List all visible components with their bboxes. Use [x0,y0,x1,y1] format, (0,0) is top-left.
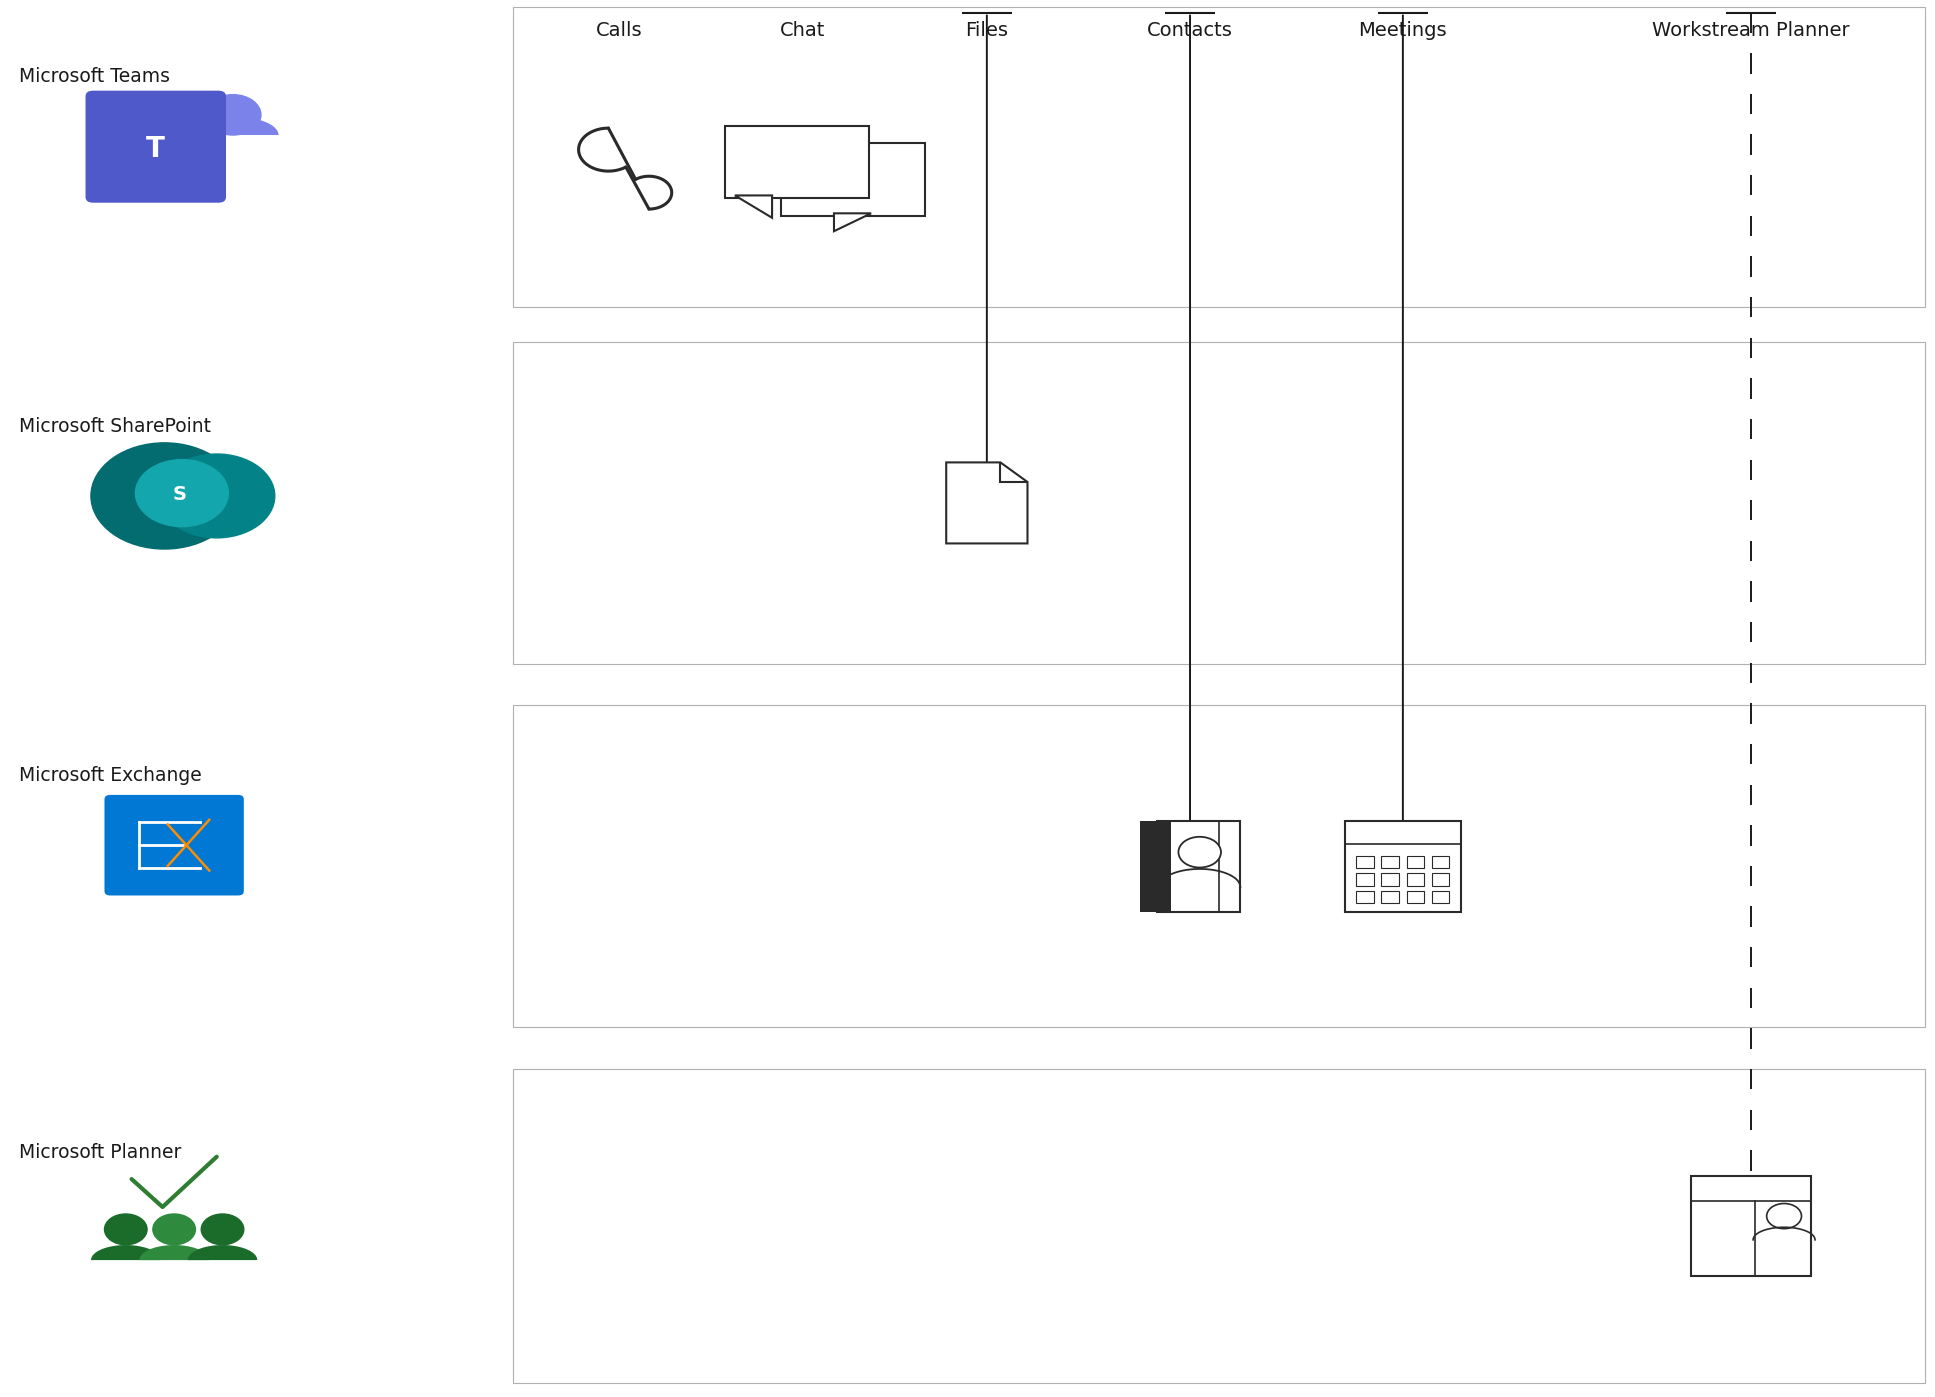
Bar [1382,891,1399,904]
FancyBboxPatch shape [780,144,925,217]
Text: Microsoft Exchange: Microsoft Exchange [19,766,201,785]
Text: T: T [147,136,164,163]
Text: Calls: Calls [596,21,642,41]
Bar [1356,891,1374,904]
Circle shape [1178,837,1221,868]
Bar [513,7,1925,307]
Text: Chat: Chat [780,21,826,41]
Polygon shape [946,462,1027,543]
Bar [1432,855,1449,868]
FancyBboxPatch shape [726,126,869,198]
Bar [1382,873,1399,886]
Polygon shape [188,1245,257,1260]
Text: Workstream Planner: Workstream Planner [1652,21,1850,41]
Text: S: S [172,485,188,504]
Bar [1356,855,1374,868]
Bar [513,342,1925,664]
Circle shape [1767,1203,1801,1229]
Text: Microsoft Teams: Microsoft Teams [19,67,170,87]
Bar [1140,820,1171,911]
Bar [1432,891,1449,904]
Bar [513,705,1925,1027]
Circle shape [159,454,275,538]
Text: Files: Files [966,21,1008,41]
Circle shape [104,1214,147,1245]
Bar [1407,891,1424,904]
Polygon shape [91,1245,161,1260]
Bar [1432,873,1449,886]
FancyBboxPatch shape [104,795,244,895]
Text: Contacts: Contacts [1147,21,1233,41]
Text: Microsoft SharePoint: Microsoft SharePoint [19,416,211,436]
Text: Meetings: Meetings [1358,21,1447,41]
Bar [513,1069,1925,1383]
Circle shape [205,95,261,136]
Polygon shape [834,214,871,232]
Bar [1356,873,1374,886]
Polygon shape [735,196,772,218]
Bar [1382,855,1399,868]
Circle shape [201,1214,244,1245]
Bar [1345,820,1461,911]
Circle shape [91,443,238,549]
Bar [1157,820,1240,911]
Bar [1407,873,1424,886]
Bar [1407,855,1424,868]
Polygon shape [188,116,279,136]
Bar [1691,1176,1811,1277]
Text: Microsoft Planner: Microsoft Planner [19,1143,182,1162]
Polygon shape [139,1245,209,1260]
Circle shape [135,460,228,527]
Circle shape [153,1214,195,1245]
FancyBboxPatch shape [85,91,226,203]
